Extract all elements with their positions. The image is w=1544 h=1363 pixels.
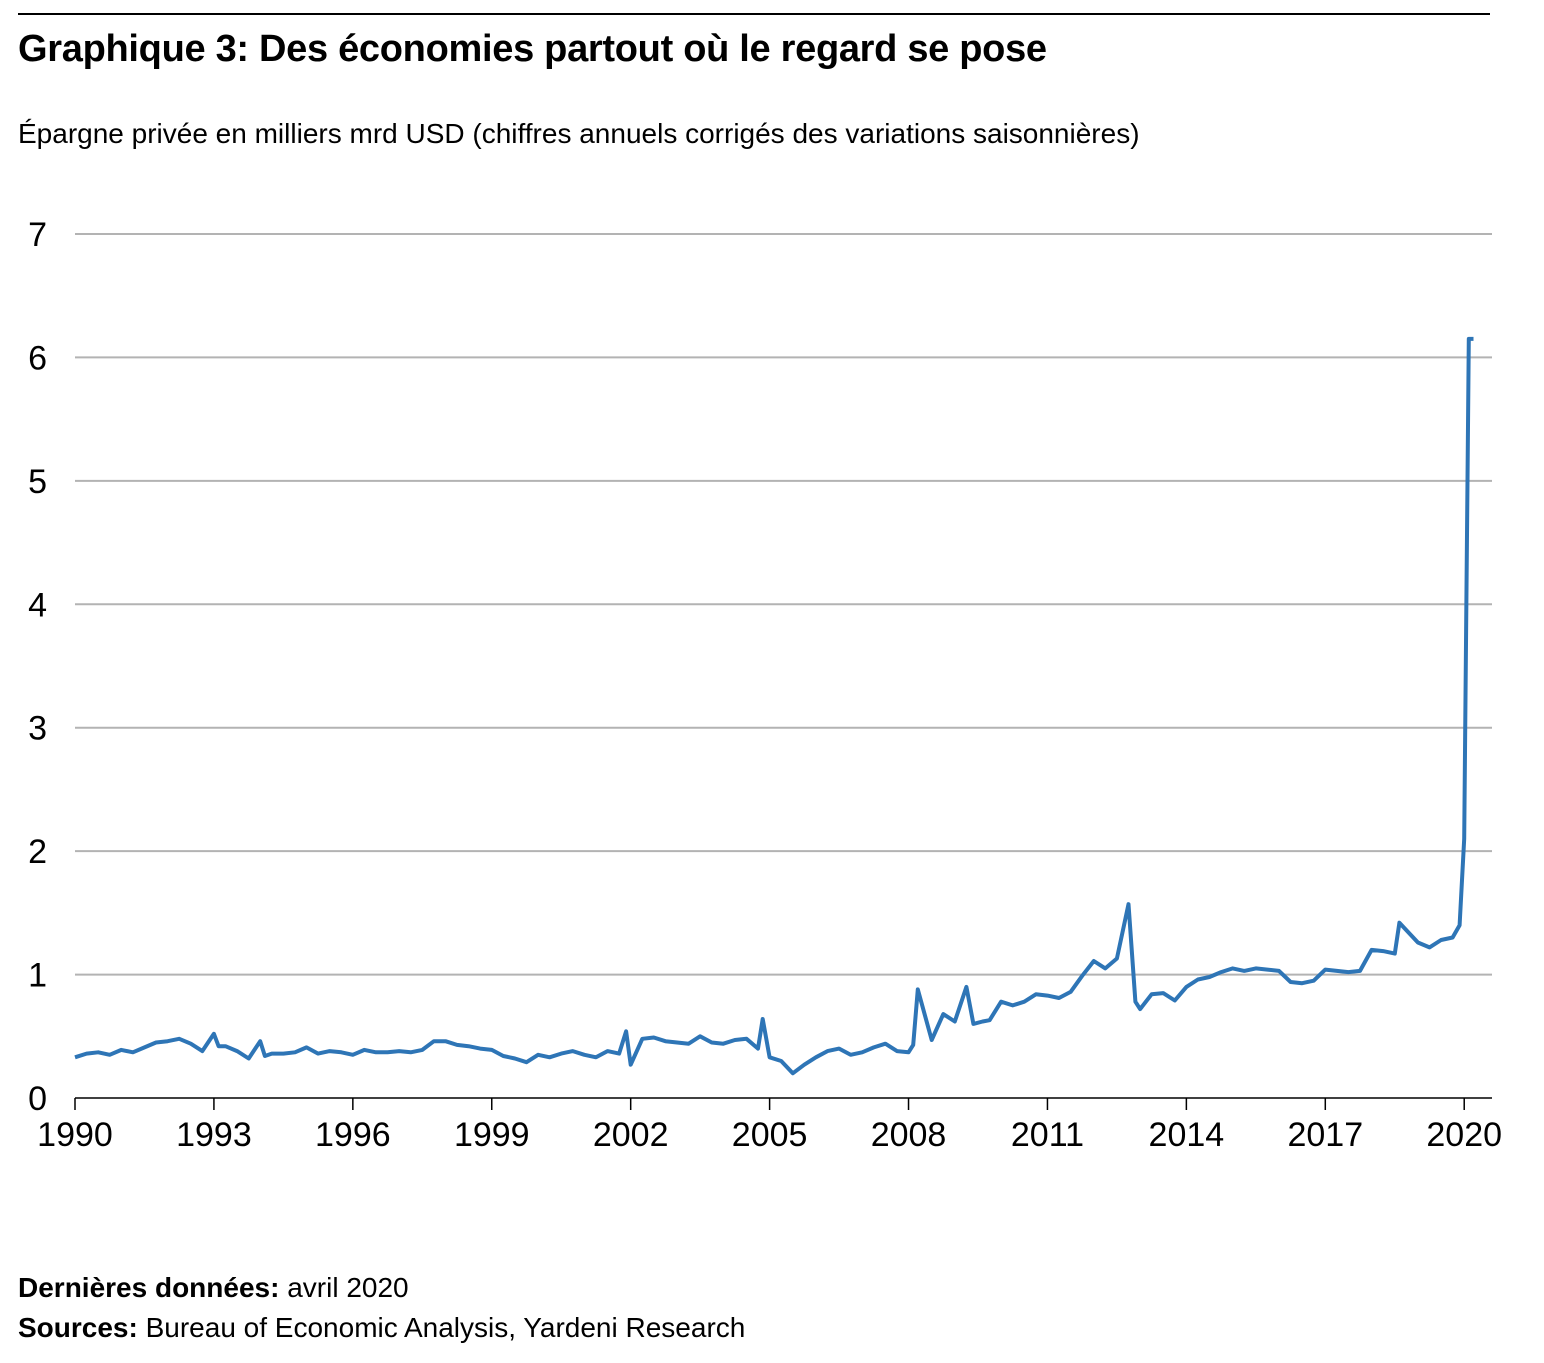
y-tick-label-1: 1 — [28, 957, 47, 995]
sources-value: Bureau of Economic Analysis, Yardeni Res… — [145, 1312, 746, 1343]
x-tick-label-1993: 1993 — [176, 1116, 252, 1154]
sources-note: Sources: Bureau of Economic Analysis, Ya… — [18, 1312, 745, 1344]
y-axis-labels: 0 1 2 3 4 5 6 7 — [28, 216, 47, 1118]
y-tick-label-7: 7 — [28, 216, 47, 254]
x-axis: 1990 1993 1996 1999 2002 2005 2008 2011 2014 2017… — [37, 1097, 1502, 1154]
latest-data-value: avril 2020 — [287, 1272, 409, 1303]
x-tick-label-1999: 1999 — [454, 1116, 530, 1154]
x-tick-label-2020: 2020 — [1426, 1116, 1502, 1154]
top-rule — [18, 13, 1490, 15]
y-tick-label-5: 5 — [28, 463, 47, 501]
y-tick-label-4: 4 — [28, 586, 47, 624]
gridlines — [75, 233, 1492, 976]
x-tick-label-1996: 1996 — [315, 1116, 391, 1154]
y-tick-label-6: 6 — [28, 339, 47, 377]
x-tick-label-1990: 1990 — [37, 1116, 113, 1154]
chart-subtitle: Épargne privée en milliers mrd USD (chif… — [18, 118, 1140, 149]
x-tick-label-2005: 2005 — [732, 1116, 808, 1154]
y-tick-label-0: 0 — [28, 1080, 47, 1118]
x-tick-label-2011: 2011 — [1011, 1116, 1084, 1154]
latest-data-note: Dernières données: avril 2020 — [18, 1272, 409, 1304]
chart-title: Graphique 3: Des économies partout où le… — [18, 28, 1047, 70]
y-tick-label-2: 2 — [28, 833, 47, 871]
sources-label: Sources: — [18, 1312, 138, 1343]
x-tick-label-2008: 2008 — [871, 1116, 947, 1154]
y-tick-label-3: 3 — [28, 710, 47, 748]
latest-data-label: Dernières données: — [18, 1272, 280, 1303]
series-line-0 — [74, 336, 1474, 1076]
x-tick-label-2002: 2002 — [593, 1116, 669, 1154]
series-layer — [74, 336, 1474, 1076]
x-tick-label-2017: 2017 — [1287, 1116, 1363, 1154]
x-tick-label-2014: 2014 — [1149, 1116, 1225, 1154]
